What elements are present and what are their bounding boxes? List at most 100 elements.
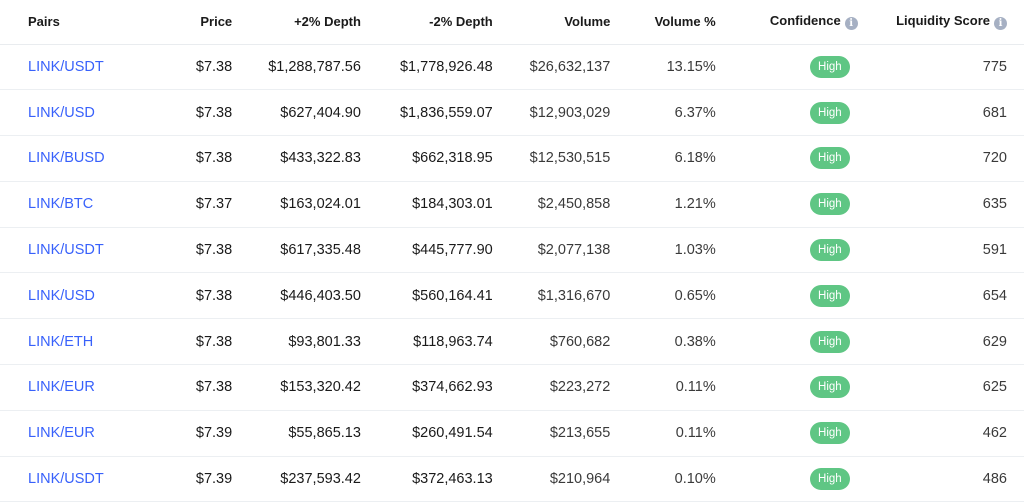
plus-depth-cell: $163,024.01 — [232, 181, 361, 228]
minus-depth-cell: $184,303.01 — [360, 181, 493, 228]
table-row: LINK/USD $7.38 $446,403.50 $560,164.41 $… — [0, 272, 1024, 320]
confidence-info-icon[interactable]: i — [844, 17, 858, 31]
pair-link[interactable]: LINK/BUSD — [28, 150, 105, 167]
liquidity-score-cell: 654 — [857, 272, 1024, 320]
plus-depth-cell: $1,288,787.56 — [232, 44, 361, 91]
confidence-cell: High — [715, 410, 858, 457]
pair-link[interactable]: LINK/ETH — [28, 333, 94, 350]
column-header-pairs-label: Pairs — [28, 14, 60, 30]
pair-link[interactable]: LINK/USD — [28, 287, 95, 304]
liquidity-score-info-icon[interactable]: i — [994, 17, 1007, 31]
confidence-cell: High — [715, 89, 858, 137]
minus-depth-cell: $372,463.13 — [360, 456, 493, 503]
pair-link[interactable]: LINK/USDT — [28, 471, 104, 488]
pair-link[interactable]: LINK/EUR — [28, 425, 95, 442]
column-header-volume[interactable]: Volume — [492, 0, 611, 45]
pair-link[interactable]: LINK/BTC — [28, 196, 94, 213]
pair-cell: LINK/USDT — [0, 227, 153, 274]
pair-link[interactable]: LINK/USDT — [28, 242, 104, 259]
liquidity-score-cell: 625 — [857, 364, 1024, 411]
minus-depth-cell: $260,491.54 — [360, 410, 493, 457]
confidence-badge: High — [810, 376, 850, 399]
price-cell: $7.38 — [152, 89, 233, 137]
price-cell: $7.38 — [152, 318, 233, 366]
volume-cell: $12,903,029 — [492, 89, 611, 137]
liquidity-score-cell: 486 — [857, 456, 1024, 503]
pair-cell: LINK/USD — [0, 89, 153, 137]
volume-cell: $26,632,137 — [492, 44, 611, 91]
confidence-cell: High — [715, 456, 858, 503]
table-row: LINK/USDT $7.38 $1,288,787.56 $1,778,926… — [0, 44, 1024, 91]
liquidity-score-cell: 629 — [857, 318, 1024, 366]
price-cell: $7.38 — [152, 135, 233, 182]
pair-cell: LINK/EUR — [0, 410, 153, 457]
column-header-price[interactable]: Price — [152, 0, 233, 45]
price-cell: $7.38 — [152, 44, 233, 91]
column-header-volume-percent[interactable]: Volume % — [610, 0, 716, 45]
volume-percent-cell: 0.10% — [610, 456, 716, 503]
minus-depth-cell: $1,836,559.07 — [360, 89, 493, 137]
minus-depth-cell: $445,777.90 — [360, 227, 493, 274]
plus-depth-cell: $433,322.83 — [232, 135, 361, 182]
pair-link[interactable]: LINK/USDT — [28, 58, 104, 75]
pair-cell: LINK/ETH — [0, 318, 153, 366]
price-cell: $7.39 — [152, 456, 233, 503]
column-header-confidence[interactable]: Confidence i — [715, 0, 858, 45]
volume-cell: $12,530,515 — [492, 135, 611, 182]
pair-cell: LINK/USDT — [0, 44, 153, 91]
volume-cell: $2,450,858 — [492, 181, 611, 228]
volume-percent-cell: 0.11% — [610, 410, 716, 457]
volume-cell: $223,272 — [492, 364, 611, 411]
confidence-cell: High — [715, 135, 858, 182]
confidence-cell: High — [715, 227, 858, 274]
minus-depth-cell: $1,778,926.48 — [360, 44, 493, 91]
liquidity-score-cell: 720 — [857, 135, 1024, 182]
volume-percent-cell: 0.38% — [610, 318, 716, 366]
price-cell: $7.39 — [152, 410, 233, 457]
pair-link[interactable]: LINK/USD — [28, 104, 95, 121]
confidence-cell: High — [715, 181, 858, 228]
table-row: LINK/USDT $7.38 $617,335.48 $445,777.90 … — [0, 227, 1024, 274]
confidence-cell: High — [715, 44, 858, 91]
column-header-liquidity-score[interactable]: Liquidity Score i — [857, 0, 1024, 45]
liquidity-score-cell: 775 — [857, 44, 1024, 91]
minus-depth-cell: $560,164.41 — [360, 272, 493, 320]
confidence-badge: High — [810, 284, 850, 307]
plus-depth-cell: $93,801.33 — [232, 318, 361, 366]
table-row: LINK/ETH $7.38 $93,801.33 $118,963.74 $7… — [0, 318, 1024, 366]
liquidity-score-cell: 681 — [857, 89, 1024, 137]
volume-percent-cell: 6.18% — [610, 135, 716, 182]
volume-cell: $210,964 — [492, 456, 611, 503]
volume-cell: $1,316,670 — [492, 272, 611, 320]
confidence-badge: High — [810, 101, 850, 124]
confidence-badge: High — [810, 147, 850, 170]
column-header-minus-depth-label: -2% Depth — [429, 14, 493, 30]
pair-link[interactable]: LINK/EUR — [28, 379, 95, 396]
column-header-minus-depth[interactable]: -2% Depth — [360, 0, 493, 45]
volume-percent-cell: 1.21% — [610, 181, 716, 228]
pair-cell: LINK/BUSD — [0, 135, 153, 182]
price-cell: $7.37 — [152, 181, 233, 228]
column-header-volume-percent-label: Volume % — [654, 14, 716, 30]
liquidity-score-cell: 635 — [857, 181, 1024, 228]
confidence-cell: High — [715, 318, 858, 366]
price-cell: $7.38 — [152, 272, 233, 320]
confidence-badge: High — [810, 422, 850, 445]
confidence-badge: High — [810, 468, 850, 491]
plus-depth-cell: $617,335.48 — [232, 227, 361, 274]
plus-depth-cell: $446,403.50 — [232, 272, 361, 320]
confidence-cell: High — [715, 364, 858, 411]
column-header-plus-depth[interactable]: +2% Depth — [232, 0, 361, 45]
volume-cell: $760,682 — [492, 318, 611, 366]
plus-depth-cell: $153,320.42 — [232, 364, 361, 411]
column-header-liquidity-score-label: Liquidity Score — [896, 13, 990, 29]
confidence-cell: High — [715, 272, 858, 320]
column-header-pairs[interactable]: Pairs — [0, 0, 153, 45]
volume-percent-cell: 0.11% — [610, 364, 716, 411]
confidence-badge: High — [810, 330, 850, 353]
column-header-price-label: Price — [200, 14, 233, 30]
volume-cell: $213,655 — [492, 410, 611, 457]
confidence-badge: High — [810, 55, 850, 78]
plus-depth-cell: $55,865.13 — [232, 410, 361, 457]
